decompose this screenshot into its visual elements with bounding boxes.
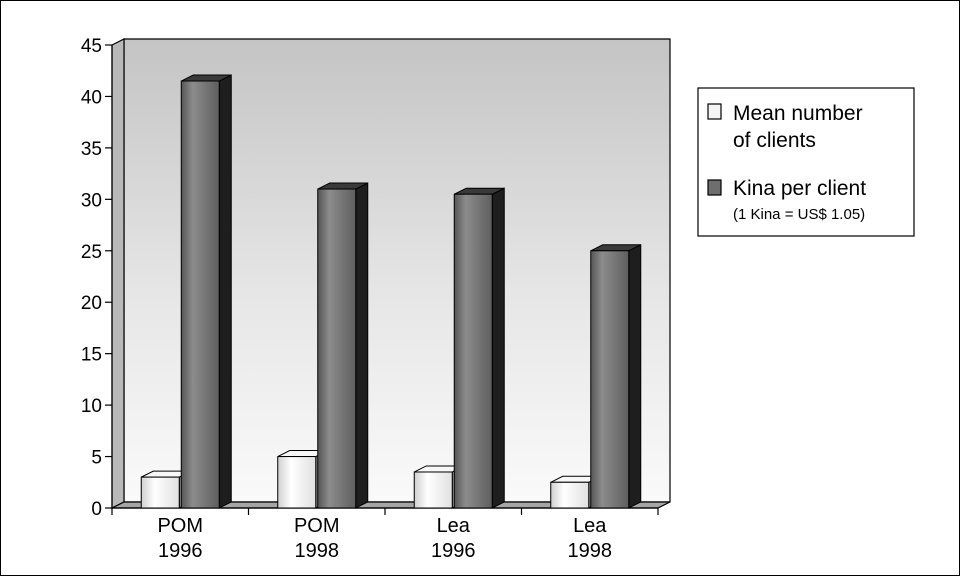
legend-label: of clients (733, 129, 816, 152)
legend-swatch-kina-per-client (707, 179, 722, 196)
x-tick-label: 1996 (431, 540, 476, 562)
legend-note: (1 Kina = US$ 1.05) (733, 206, 865, 223)
y-tick-label: 30 (81, 190, 102, 211)
bar-side (355, 182, 369, 509)
bar (317, 188, 357, 509)
bar (277, 456, 317, 509)
x-tick-label: POM (157, 515, 203, 537)
y-tick-label: 40 (81, 87, 102, 108)
y-tick-label: 45 (81, 36, 102, 57)
legend-swatch-mean-clients (707, 103, 722, 120)
x-tick-label: Lea (573, 515, 607, 537)
bar (590, 250, 630, 509)
side-wall (111, 38, 125, 509)
legend: Mean number of clients Kina per client (1 K… (697, 87, 915, 237)
y-tick-label: 20 (81, 293, 102, 314)
bar-side (628, 243, 642, 509)
bar (140, 476, 180, 509)
legend-label: Mean number (733, 102, 863, 125)
x-tick-label: POM (294, 515, 340, 537)
bar (180, 80, 220, 509)
x-tick-label: Lea (437, 515, 471, 537)
y-tick-label: 35 (81, 139, 102, 160)
bar (550, 481, 590, 509)
bar (453, 193, 493, 509)
legend-label: Kina per client (733, 177, 866, 200)
legend-box (697, 87, 915, 237)
x-tick-label: 1998 (295, 540, 340, 562)
plot-area (111, 38, 671, 509)
bars (140, 74, 642, 509)
y-axis: 0 5 10 15 20 25 30 35 40 45 (81, 36, 113, 520)
y-tick-label: 5 (91, 448, 102, 469)
x-axis: POM 1996 POM 1998 Lea 1996 Lea 1998 (111, 507, 659, 562)
bar-side (491, 187, 505, 509)
y-tick-label: 25 (81, 242, 102, 263)
bar (413, 471, 453, 509)
x-tick-label: 1998 (568, 540, 613, 562)
y-tick-label: 15 (81, 345, 102, 366)
y-tick-label: 10 (81, 396, 102, 417)
x-tick-label: 1996 (158, 540, 203, 562)
bar-side (218, 74, 232, 509)
y-tick-label: 0 (91, 499, 102, 520)
